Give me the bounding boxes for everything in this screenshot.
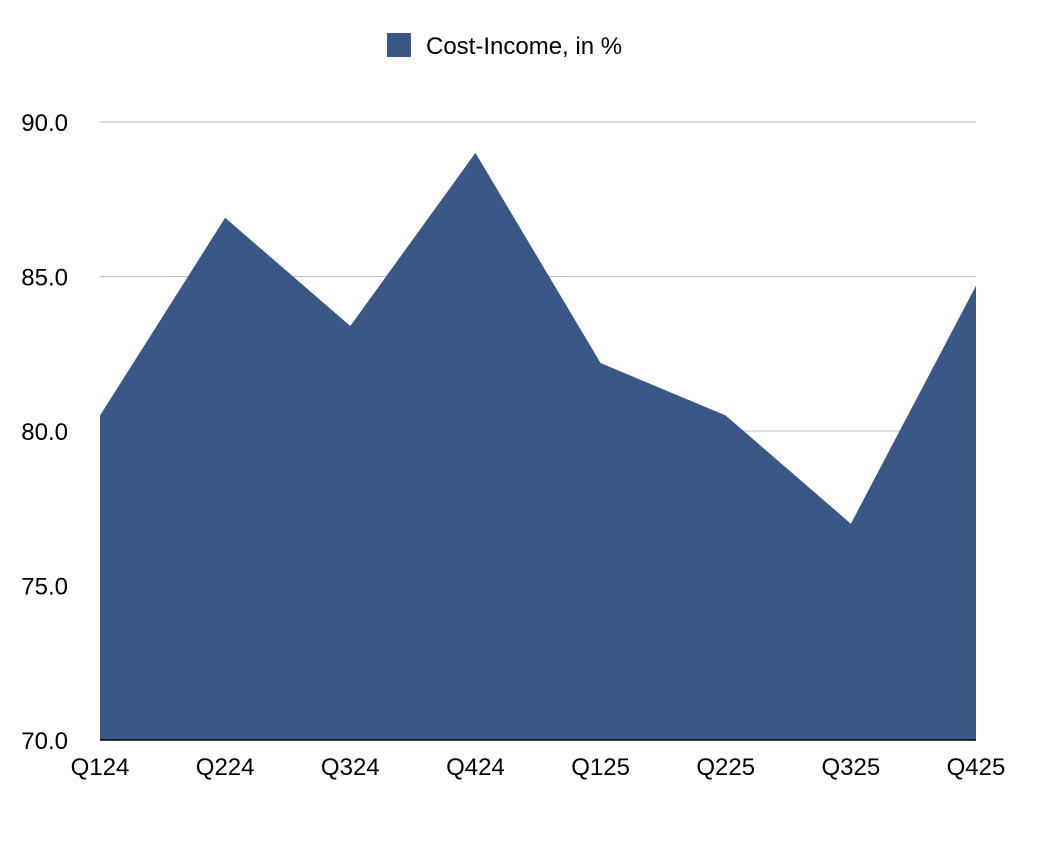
- x-tick-label: Q324: [321, 754, 380, 781]
- y-tick-label: 85.0: [21, 265, 68, 292]
- x-tick-label: Q425: [947, 754, 1006, 781]
- y-axis: 70.0 75.0 80.0 85.0 90.0: [21, 110, 68, 755]
- x-tick-label: Q224: [196, 754, 255, 781]
- x-tick-label: Q325: [821, 754, 880, 781]
- series-area: [100, 152, 976, 740]
- y-tick-label: 75.0: [21, 574, 68, 601]
- x-tick-label: Q125: [571, 754, 630, 781]
- legend-swatch: [387, 33, 411, 57]
- y-tick-label: 90.0: [21, 110, 68, 137]
- x-tick-label: Q225: [696, 754, 755, 781]
- x-axis-tick-labels: Q124 Q224 Q324 Q424 Q125 Q225 Q325 Q425: [71, 754, 1006, 781]
- x-tick-label: Q124: [71, 754, 130, 781]
- y-tick-label: 80.0: [21, 419, 68, 446]
- series-area-layer: [100, 152, 976, 740]
- legend: Cost-Income, in %: [387, 33, 622, 60]
- y-tick-label: 70.0: [21, 728, 68, 755]
- x-tick-label: Q424: [446, 754, 505, 781]
- legend-label: Cost-Income, in %: [426, 33, 622, 60]
